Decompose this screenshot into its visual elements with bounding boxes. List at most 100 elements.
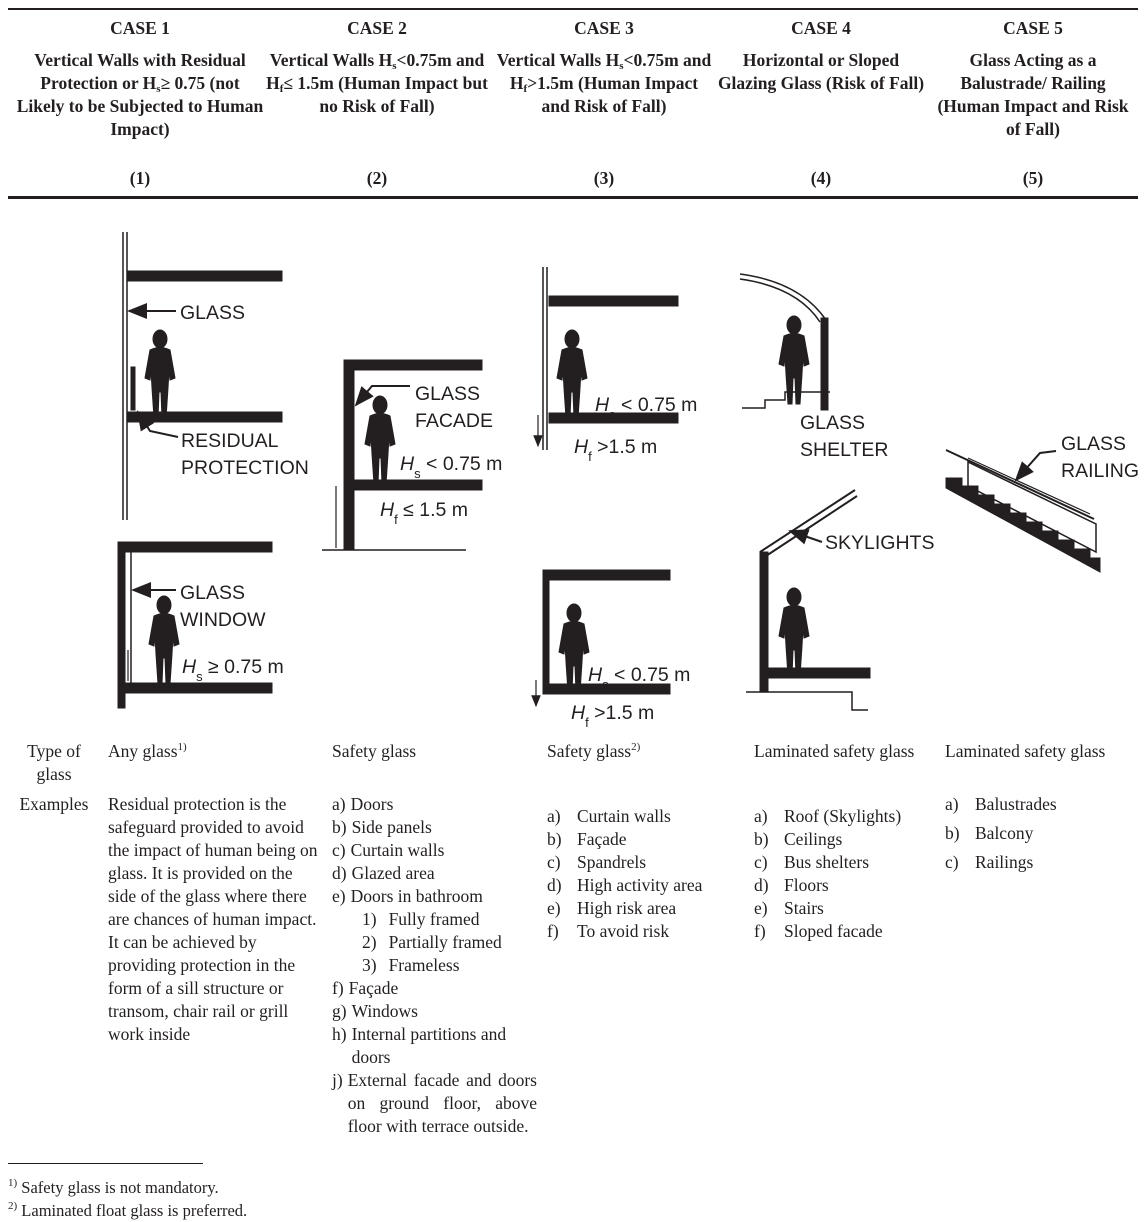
label-text: H	[588, 664, 603, 686]
diagram-label: GLASS	[180, 302, 245, 324]
list-text: Internal partitions and doors	[351, 1024, 507, 1067]
label-text: >1.5 m	[589, 702, 655, 724]
diagram-label: RESIDUAL	[181, 430, 279, 452]
diagram-label: Hf ≤ 1.5 m	[380, 499, 468, 527]
diagram-label: GLASS	[800, 412, 865, 434]
list-marker: 1)	[362, 909, 377, 929]
list-text: High risk area	[577, 898, 677, 918]
list-marker: d)	[754, 875, 769, 895]
list-item: b) Ceilings	[754, 828, 954, 851]
list-marker: c)	[332, 840, 346, 860]
case-title: CASE 5	[1003, 18, 1063, 38]
list-marker: g)	[332, 1001, 347, 1021]
list-item: b) Balcony	[945, 822, 1140, 845]
label-text: SKYLIGHTS	[825, 532, 934, 554]
label-text: ≤ 1.5 m	[398, 499, 468, 521]
label-text: WINDOW	[180, 609, 266, 631]
list-marker: c)	[754, 852, 768, 872]
list-marker: a)	[332, 794, 346, 814]
label-text: RESIDUAL	[181, 430, 279, 452]
list-item: h) Internal partitions and doors	[332, 1023, 537, 1069]
label-text: GLASS	[180, 302, 245, 324]
list-item: e) High risk area	[547, 897, 747, 920]
cell: Any glass1)	[108, 740, 323, 763]
text: Safety glass	[547, 741, 632, 761]
list-text: Ceilings	[784, 829, 843, 849]
label-text: SHELTER	[800, 439, 889, 461]
case-number: (2)	[366, 168, 388, 188]
list-marker: 2)	[362, 932, 377, 952]
label-text: GLASS	[800, 412, 865, 434]
list-text: Glazed area	[351, 863, 435, 883]
list-item: c) Railings	[945, 851, 1140, 874]
diagram-label: GLASS	[415, 383, 480, 405]
list-item: e) Doors in bathroom	[332, 885, 537, 908]
list-text: Spandrels	[577, 852, 647, 872]
list-item: j) External facade and doors on ground fl…	[332, 1069, 537, 1138]
cell: Laminated safety glass	[945, 740, 1140, 763]
case-number: (1)	[129, 168, 151, 188]
list-text: Doors	[350, 794, 394, 814]
case-number: (3)	[593, 168, 615, 188]
footnote-text: Laminated float glass is preferred.	[21, 1201, 248, 1220]
text: Any glass	[108, 741, 178, 761]
list-item: 3) Frameless	[332, 954, 537, 977]
list-item: c) Curtain walls	[332, 839, 537, 862]
list-marker: b)	[332, 817, 347, 837]
text: ≤ 1.5m (Human Impact but no Risk of Fall…	[283, 73, 488, 116]
list-item: e) Stairs	[754, 897, 954, 920]
list-text: Balcony	[975, 823, 1034, 843]
list-text: Roof (Skylights)	[784, 806, 902, 826]
list-text: To avoid risk	[577, 921, 670, 941]
header-column: CASE 5 Glass Acting as a Balustrade/ Rail…	[930, 0, 1136, 196]
text: Safety glass	[332, 741, 417, 761]
list-text: Windows	[351, 1001, 418, 1021]
list-marker: a)	[547, 806, 561, 826]
list-marker: a)	[754, 806, 768, 826]
cell: a) Curtain walls b) Façade c) Spandrels d) High…	[547, 805, 747, 943]
case-title: CASE 2	[347, 18, 407, 38]
case-description: Vertical Walls with Residual Protection …	[16, 49, 264, 141]
diagram-label: SKYLIGHTS	[825, 532, 934, 554]
label-text: H	[182, 656, 197, 678]
list-text: Railings	[975, 852, 1034, 872]
list-item: 1) Fully framed	[332, 908, 537, 931]
text: Laminated safety glass	[945, 741, 1106, 761]
label-text: >1.5 m	[592, 436, 658, 458]
diagram-label: Hf >1.5 m	[574, 436, 657, 464]
list-text: Floors	[784, 875, 829, 895]
list-marker: 3)	[362, 955, 377, 975]
list-text: Bus shelters	[784, 852, 870, 872]
list-marker: c)	[945, 852, 959, 872]
diagram-label: Hf >1.5 m	[571, 702, 654, 730]
list-item: d) Glazed area	[332, 862, 537, 885]
diagram-label: Hs < 0.75 m	[595, 394, 697, 422]
list-item: c) Bus shelters	[754, 851, 954, 874]
text: Vertical Walls H	[496, 50, 620, 70]
label-text: ≥ 0.75 m	[203, 656, 284, 678]
list-text: Doors in bathroom	[350, 886, 483, 906]
case-title: CASE 1	[110, 18, 170, 38]
top-rule	[8, 8, 1138, 10]
header-column: CASE 1 Vertical Walls with Residual Prote…	[16, 0, 264, 196]
list-marker: e)	[754, 898, 768, 918]
subscript: s	[392, 60, 397, 72]
label-text: H	[380, 499, 395, 521]
case-title: CASE 3	[574, 18, 634, 38]
text: Horizontal or Sloped Glazing Glass (Risk…	[717, 50, 925, 93]
cell: Safety glass2)	[547, 740, 747, 763]
diagram-label: SHELTER	[800, 439, 889, 461]
list-text: Sloped facade	[784, 921, 883, 941]
diagram-label: GLASS	[1061, 433, 1126, 455]
diagram-label: RAILING	[1061, 460, 1139, 482]
list-text: Façade	[577, 829, 627, 849]
footnote-mark: 2)	[8, 1200, 18, 1212]
list-marker: b)	[547, 829, 562, 849]
list-marker: b)	[945, 823, 960, 843]
list-item: a) Balustrades	[945, 793, 1140, 816]
label-text: RAILING	[1061, 460, 1139, 482]
diagram-label: Hs < 0.75 m	[400, 453, 502, 481]
diagram-labels: GLASS RESIDUAL PROTECTION GLASS WINDOW Hs ≥ 0…	[180, 302, 1139, 730]
footnote: 1) Safety glass is not mandatory.	[8, 1176, 219, 1199]
